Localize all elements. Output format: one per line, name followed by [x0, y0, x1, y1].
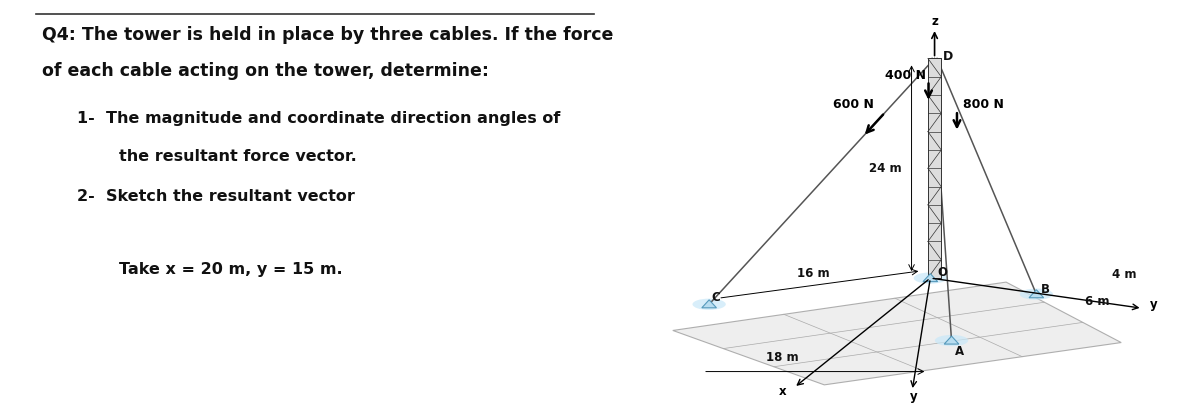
Text: y: y: [910, 390, 917, 403]
Text: x: x: [779, 385, 787, 398]
Text: z: z: [931, 15, 938, 28]
Text: the resultant force vector.: the resultant force vector.: [119, 149, 356, 164]
Text: B: B: [1042, 283, 1050, 296]
Text: 1-  The magnitude and coordinate direction angles of: 1- The magnitude and coordinate directio…: [77, 111, 560, 126]
Text: Take x = 20 m, y = 15 m.: Take x = 20 m, y = 15 m.: [119, 262, 342, 277]
Polygon shape: [944, 336, 959, 344]
Text: 16 m: 16 m: [797, 267, 830, 280]
Text: 24 m: 24 m: [869, 162, 901, 175]
Polygon shape: [923, 274, 937, 282]
Text: C: C: [712, 291, 720, 304]
Polygon shape: [702, 300, 716, 308]
Text: 600 N: 600 N: [834, 98, 875, 112]
Polygon shape: [673, 282, 1121, 385]
Text: 800 N: 800 N: [964, 98, 1004, 111]
Text: 2-  Sketch the resultant vector: 2- Sketch the resultant vector: [77, 189, 355, 204]
Text: 4 m: 4 m: [1112, 268, 1136, 281]
Text: 400 N: 400 N: [884, 69, 926, 81]
Text: y: y: [1150, 298, 1157, 311]
Ellipse shape: [1020, 289, 1054, 300]
Ellipse shape: [692, 299, 726, 310]
Polygon shape: [928, 58, 941, 278]
Polygon shape: [1030, 290, 1044, 298]
Text: Q4: The tower is held in place by three cables. If the force: Q4: The tower is held in place by three …: [42, 26, 613, 44]
Text: 18 m: 18 m: [766, 351, 798, 364]
Text: D: D: [943, 50, 953, 63]
Text: 6 m: 6 m: [1085, 295, 1109, 308]
Ellipse shape: [935, 335, 968, 346]
Text: A: A: [955, 345, 965, 358]
Text: of each cable acting on the tower, determine:: of each cable acting on the tower, deter…: [42, 62, 488, 81]
Ellipse shape: [913, 272, 947, 284]
Text: O: O: [937, 266, 948, 278]
